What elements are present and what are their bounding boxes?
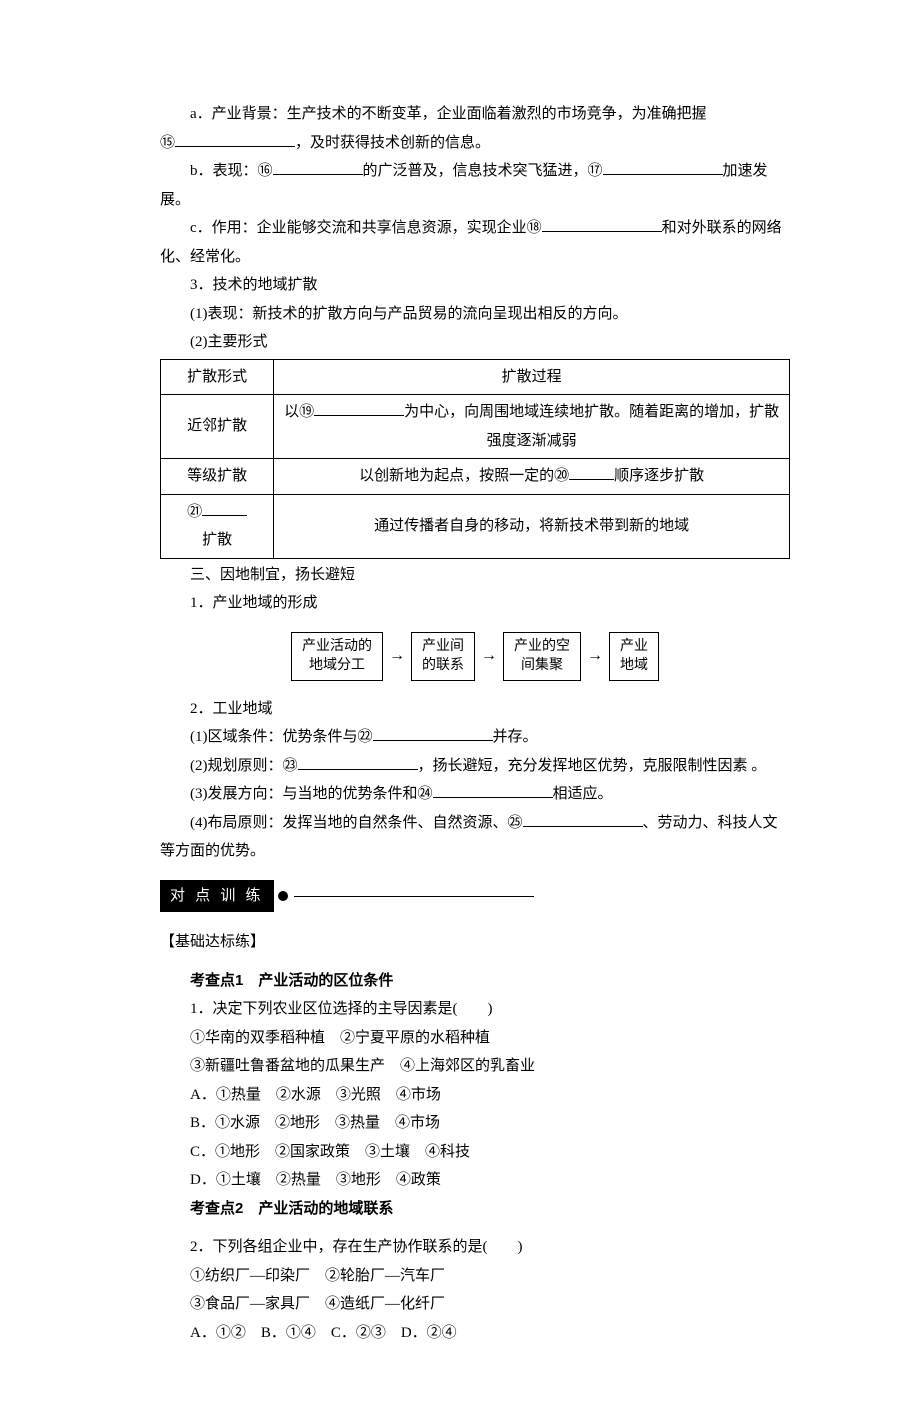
cell-r1c1: 近邻扩散 (161, 395, 274, 459)
cell-r1c2: 以⑲ 为中心，向周围地域连续地扩散。随着距离的增加，扩散强度逐渐减弱 (274, 395, 790, 459)
blank-19 (314, 401, 404, 416)
q1-choice-a: A．①热量 ②水源 ③光照 ④市场 (190, 1081, 790, 1110)
text-r2c2-pre: 以创新地为起点，按照一定的⑳ (359, 468, 569, 484)
text-san2-2-post: ，扬长避短，充分发挥地区优势，克服限制性因素 。 (418, 758, 767, 774)
q1-choice-c: C．①地形 ②国家政策 ③土壤 ④科技 (190, 1138, 790, 1167)
flow-b3b: 间集聚 (521, 658, 563, 673)
heading-3: 3．技术的地域扩散 (160, 271, 790, 300)
flow-b2a: 产业间 (422, 639, 464, 654)
blank-17 (603, 160, 723, 175)
heading-san-1: 1．产业地域的形成 (160, 589, 790, 618)
flow-b1b: 地域分工 (309, 658, 365, 673)
para-a-line2: ⑮ ，及时获得技术创新的信息。 (160, 129, 790, 158)
heading-san-2: 2．工业地域 (160, 695, 790, 724)
th-form: 扩散形式 (161, 359, 274, 395)
q1-items-b: ③新疆吐鲁番盆地的瓜果生产 ④上海郊区的乳畜业 (160, 1052, 790, 1081)
blank-20 (569, 465, 614, 480)
arrow-1: → (389, 641, 405, 671)
blank-25 (523, 812, 643, 827)
text-b-pre: b．表现：⑯ (190, 163, 273, 179)
para-c: c．作用：企业能够交流和共享信息资源，实现企业⑱和对外联系的网络化、经常化。 (160, 214, 790, 271)
para-san2-2: (2)规划原则：㉓ ，扬长避短，充分发挥地区优势，克服限制性因素 。 (160, 752, 790, 781)
para-san2-3: (3)发展方向：与当地的优势条件和㉔ 相适应。 (160, 780, 790, 809)
flow-box-1: 产业活动的地域分工 (291, 632, 383, 681)
section-tail-line (294, 896, 534, 897)
q2-stem: 2．下列各组企业中，存在生产协作联系的是( ) (160, 1233, 790, 1262)
arrow-3: → (587, 641, 603, 671)
text-c-pre: c．作用：企业能够交流和共享信息资源，实现企业⑱ (190, 220, 542, 236)
para-san2-4: (4)布局原则：发挥当地的自然条件、自然资源、㉕、劳动力、科技人文等方面的优势。 (160, 809, 790, 866)
th-process: 扩散过程 (274, 359, 790, 395)
text-san2-1-pre: (1)区域条件：优势条件与㉒ (190, 729, 373, 745)
flow-b2b: 的联系 (422, 658, 464, 673)
blank-15 (175, 132, 295, 147)
section-bar-row: 对 点 训 练 (160, 866, 790, 921)
marker-15: ⑮ (160, 134, 175, 151)
flow-b4b: 地域 (620, 658, 648, 673)
flow-box-2: 产业间的联系 (411, 632, 475, 681)
arrow-2: → (481, 641, 497, 671)
blank-18 (542, 217, 662, 232)
text-a2-post: ，及时获得技术创新的信息。 (295, 135, 490, 151)
marker-21: ㉑ (187, 503, 202, 520)
blank-23 (298, 755, 418, 770)
text-san2-4-pre: (4)布局原则：发挥当地的自然条件、自然资源、㉕ (190, 815, 523, 831)
cell-r3c1: ㉑扩散 (161, 494, 274, 558)
q1-choices: A．①热量 ②水源 ③光照 ④市场 B．①水源 ②地形 ③热量 ④市场 C．①地… (190, 1081, 790, 1195)
q2-items-b: ③食品厂—家具厂 ④造纸厂—化纤厂 (160, 1290, 790, 1319)
kaocha-2: 考查点2 产业活动的地域联系 (160, 1195, 790, 1224)
para-3-1: (1)表现：新技术的扩散方向与产品贸易的流向呈现出相反的方向。 (160, 300, 790, 329)
q2-items-a: ①纺织厂—印染厂 ②轮胎厂—汽车厂 (160, 1262, 790, 1291)
heading-san: 三、因地制宜，扬长避短 (160, 561, 790, 590)
blank-21 (202, 501, 247, 516)
para-b: b．表现：⑯的广泛普及，信息技术突飞猛进，⑰加速发展。 (160, 157, 790, 214)
q1-choice-b: B．①水源 ②地形 ③热量 ④市场 (190, 1109, 790, 1138)
text-r1c2-pre: 以⑲ (284, 404, 314, 420)
blank-22 (373, 726, 493, 741)
text-san2-3-pre: (3)发展方向：与当地的优势条件和㉔ (190, 786, 433, 802)
para-san2-1: (1)区域条件：优势条件与㉒ 并存。 (160, 723, 790, 752)
para-3-2: (2)主要形式 (160, 328, 790, 357)
text-san2-1-post: 并存。 (493, 729, 538, 745)
section-bar: 对 点 训 练 (160, 880, 274, 913)
flow-b3a: 产业的空 (514, 639, 570, 654)
cell-r2c2: 以创新地为起点，按照一定的⑳ 顺序逐步扩散 (274, 459, 790, 495)
blank-24 (433, 783, 553, 798)
para-a-line1: a．产业背景：生产技术的不断变革，企业面临着激烈的市场竞争，为准确把握 (160, 100, 790, 129)
cell-r2c1: 等级扩散 (161, 459, 274, 495)
text-san2-2-pre: (2)规划原则：㉓ (190, 758, 298, 774)
q2-choices: A．①② B．①④ C．②③ D．②④ (160, 1319, 790, 1348)
text-r1c2-post: 为中心，向周围地域连续地扩散。随着距离的增加，扩散强度逐渐减弱 (404, 404, 779, 449)
text-r3c1-post: 扩散 (202, 532, 232, 548)
kaocha-1: 考查点1 产业活动的区位条件 (160, 967, 790, 996)
flow-box-3: 产业的空间集聚 (503, 632, 581, 681)
cell-r3c2: 通过传播者自身的移动，将新技术带到新的地域 (274, 494, 790, 558)
jichu-label: 【基础达标练】 (160, 928, 790, 957)
flow-b1a: 产业活动的 (302, 639, 372, 654)
text-b-mid: 的广泛普及，信息技术突飞猛进，⑰ (363, 163, 603, 179)
blank-16 (273, 160, 363, 175)
diffusion-table: 扩散形式 扩散过程 近邻扩散 以⑲ 为中心，向周围地域连续地扩散。随着距离的增加，… (160, 359, 790, 559)
flow-b4a: 产业 (620, 639, 648, 654)
flowchart: 产业活动的地域分工 → 产业间的联系 → 产业的空间集聚 → 产业地域 (160, 632, 790, 681)
text-san2-3-post: 相适应。 (553, 786, 613, 802)
q1-stem: 1．决定下列农业区位选择的主导因素是( ) (160, 995, 790, 1024)
text-r2c2-post: 顺序逐步扩散 (614, 468, 704, 484)
flow-box-4: 产业地域 (609, 632, 659, 681)
q1-choice-d: D．①土壤 ②热量 ③地形 ④政策 (190, 1166, 790, 1195)
q1-items-a: ①华南的双季稻种植 ②宁夏平原的水稻种植 (160, 1024, 790, 1053)
